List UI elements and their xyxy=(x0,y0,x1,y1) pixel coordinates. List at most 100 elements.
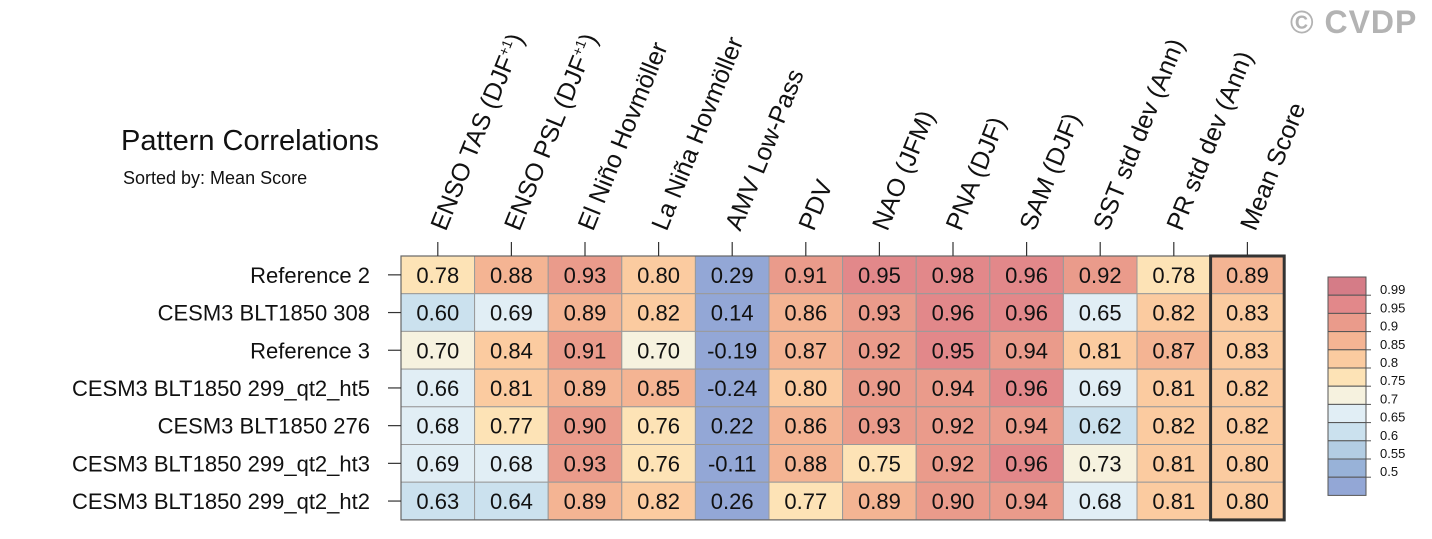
column-label: PNA (DJF) xyxy=(941,113,1012,234)
heatmap-cell xyxy=(474,444,549,483)
cell-value-label: 0.77 xyxy=(490,414,533,439)
cell-value-label: 0.92 xyxy=(932,451,975,476)
colorbar-swatch xyxy=(1327,476,1367,496)
heatmap-cell xyxy=(621,330,696,370)
cell-value-label: -0.24 xyxy=(707,376,757,401)
heatmap-cell xyxy=(842,293,917,332)
cell-value-label: 0.65 xyxy=(1079,301,1122,326)
cell-value-label: 0.63 xyxy=(416,489,459,514)
row-label: Reference 2 xyxy=(250,263,370,288)
cell-value-label: 0.82 xyxy=(1152,301,1195,326)
colorbar-swatch xyxy=(1327,385,1367,405)
colorbar-swatch xyxy=(1327,367,1367,387)
cell-value-label: 0.81 xyxy=(1152,451,1195,476)
colorbar-label: 0.8 xyxy=(1380,355,1398,370)
cell-value-label: 0.22 xyxy=(711,414,754,439)
row-label: CESM3 BLT1850 276 xyxy=(158,414,370,439)
cell-value-label: 0.91 xyxy=(564,338,607,363)
heatmap-cell xyxy=(768,293,844,332)
cell-value-label: 0.29 xyxy=(711,263,754,288)
heatmap-cell xyxy=(547,368,623,408)
column-label: AMV Low-Pass xyxy=(720,65,810,234)
row-label: Reference 3 xyxy=(250,338,370,363)
cell-value-label: 0.69 xyxy=(1079,376,1122,401)
cell-value-label: 0.81 xyxy=(1079,338,1122,363)
heatmap-cell xyxy=(768,444,844,483)
cell-value-label: 0.89 xyxy=(564,301,607,326)
cell-value-label: 0.69 xyxy=(490,301,533,326)
cell-value-label: 0.73 xyxy=(1079,451,1122,476)
cell-value-label: 0.81 xyxy=(1152,376,1195,401)
heatmap-cell xyxy=(989,330,1064,370)
cell-value-label: 0.70 xyxy=(416,338,459,363)
heatmap-cell xyxy=(842,444,917,483)
cell-value-label: -0.11 xyxy=(708,451,757,476)
colorbar-swatch xyxy=(1327,458,1367,478)
cell-value-label: 0.81 xyxy=(490,376,533,401)
row-label: CESM3 BLT1850 299_qt2_ht3 xyxy=(72,451,370,476)
colorbar-label: 0.85 xyxy=(1380,337,1405,352)
heatmap-cell xyxy=(768,481,844,521)
chart-subtitle: Sorted by: Mean Score xyxy=(123,168,308,188)
cell-value-label: 0.92 xyxy=(1079,263,1122,288)
cell-value-label: 0.64 xyxy=(490,489,533,514)
heatmap-cell xyxy=(989,293,1064,332)
cell-value-label: 0.82 xyxy=(1152,414,1195,439)
colorbar-label: 0.55 xyxy=(1380,446,1405,461)
cell-value-label: 0.75 xyxy=(858,451,901,476)
heatmap-cell xyxy=(1062,368,1138,408)
cell-value-label: 0.83 xyxy=(1226,338,1269,363)
heatmap-cell xyxy=(1136,444,1212,483)
heatmap-cell xyxy=(1062,481,1138,521)
heatmap-cell xyxy=(1210,330,1285,370)
heatmap-cell xyxy=(842,368,917,408)
cell-value-label: 0.82 xyxy=(637,301,680,326)
heatmap-cell xyxy=(694,368,770,408)
heatmap-cell xyxy=(768,406,844,445)
colorbar-label: 0.95 xyxy=(1380,300,1405,315)
cell-value-label: 0.96 xyxy=(1005,376,1048,401)
heatmap-cell xyxy=(400,444,476,483)
colorbar-label: 0.7 xyxy=(1380,391,1398,406)
heatmap-cell xyxy=(474,481,549,521)
cell-value-label: 0.96 xyxy=(1005,451,1048,476)
cell-value-label: 0.82 xyxy=(1226,414,1269,439)
cell-value-label: -0.19 xyxy=(707,338,757,363)
colorbar-label: 0.6 xyxy=(1380,428,1398,443)
colorbar-swatch xyxy=(1327,294,1367,314)
cell-value-label: 0.94 xyxy=(1005,414,1048,439)
row-label: CESM3 BLT1850 299_qt2_ht2 xyxy=(72,489,370,514)
column-label: Mean Score xyxy=(1235,99,1311,234)
watermark: © CVDP xyxy=(1290,4,1418,40)
cell-value-label: 0.93 xyxy=(858,414,901,439)
cell-value-label: 0.69 xyxy=(416,451,459,476)
cell-value-label: 0.92 xyxy=(932,414,975,439)
heatmap-cell xyxy=(400,330,476,370)
cell-value-label: 0.80 xyxy=(784,376,827,401)
colorbar-label: 0.75 xyxy=(1380,373,1405,388)
cell-value-label: 0.89 xyxy=(564,376,607,401)
colorbar-swatch xyxy=(1327,422,1367,442)
cell-value-label: 0.82 xyxy=(637,489,680,514)
heatmap-cell xyxy=(1062,406,1138,445)
column-label: PDV xyxy=(793,176,838,234)
cell-value-label: 0.98 xyxy=(932,263,975,288)
cell-value-label: 0.84 xyxy=(490,338,533,363)
heatmap-cell xyxy=(915,255,991,295)
cell-value-label: 0.68 xyxy=(1079,489,1122,514)
heatmap-cell xyxy=(1062,444,1138,483)
heatmap-cell xyxy=(1136,406,1212,445)
heatmap-cell xyxy=(1210,406,1285,445)
colorbar-swatch xyxy=(1327,440,1367,460)
cell-value-label: 0.96 xyxy=(1005,263,1048,288)
colorbar-label: 0.99 xyxy=(1380,282,1405,297)
cell-value-label: 0.90 xyxy=(564,414,607,439)
cell-value-label: 0.88 xyxy=(490,263,533,288)
colorbar-label: 0.5 xyxy=(1380,464,1398,479)
heatmap-cell xyxy=(915,444,991,483)
cell-value-label: 0.93 xyxy=(858,301,901,326)
colorbar-swatch xyxy=(1327,349,1367,369)
heatmap-cell xyxy=(474,368,549,408)
cell-value-label: 0.90 xyxy=(858,376,901,401)
cell-value-label: 0.90 xyxy=(932,489,975,514)
